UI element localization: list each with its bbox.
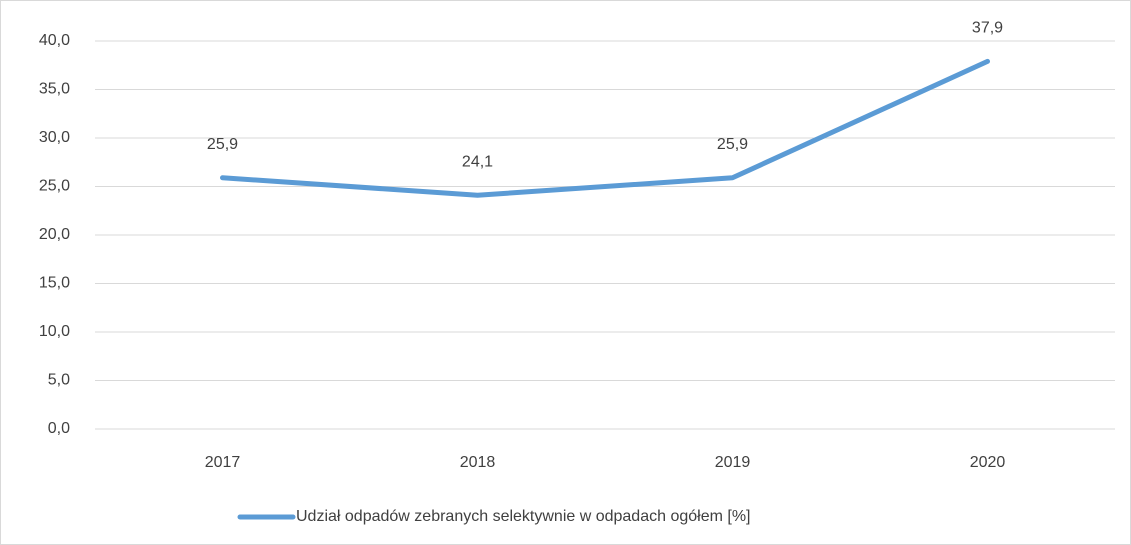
y-tick-label: 10,0 <box>39 323 70 340</box>
y-tick-label: 15,0 <box>39 275 70 292</box>
data-label: 25,9 <box>717 136 748 153</box>
y-tick-label: 5,0 <box>48 372 70 389</box>
y-tick-label: 40,0 <box>39 32 70 49</box>
data-label: 24,1 <box>462 153 493 170</box>
y-tick-label: 20,0 <box>39 226 70 243</box>
y-tick-label: 25,0 <box>39 178 70 195</box>
x-tick-label: 2020 <box>970 454 1006 471</box>
x-tick-label: 2018 <box>460 454 496 471</box>
y-tick-label: 0,0 <box>48 420 70 437</box>
data-line <box>220 58 990 198</box>
legend-label: Udział odpadów zebranych selektywnie w o… <box>296 508 750 525</box>
y-tick-label: 35,0 <box>39 81 70 98</box>
x-tick-label: 2019 <box>715 454 751 471</box>
x-tick-label: 2017 <box>205 454 241 471</box>
data-label: 37,9 <box>972 20 1003 37</box>
data-label: 25,9 <box>207 136 238 153</box>
y-tick-label: 30,0 <box>39 129 70 146</box>
